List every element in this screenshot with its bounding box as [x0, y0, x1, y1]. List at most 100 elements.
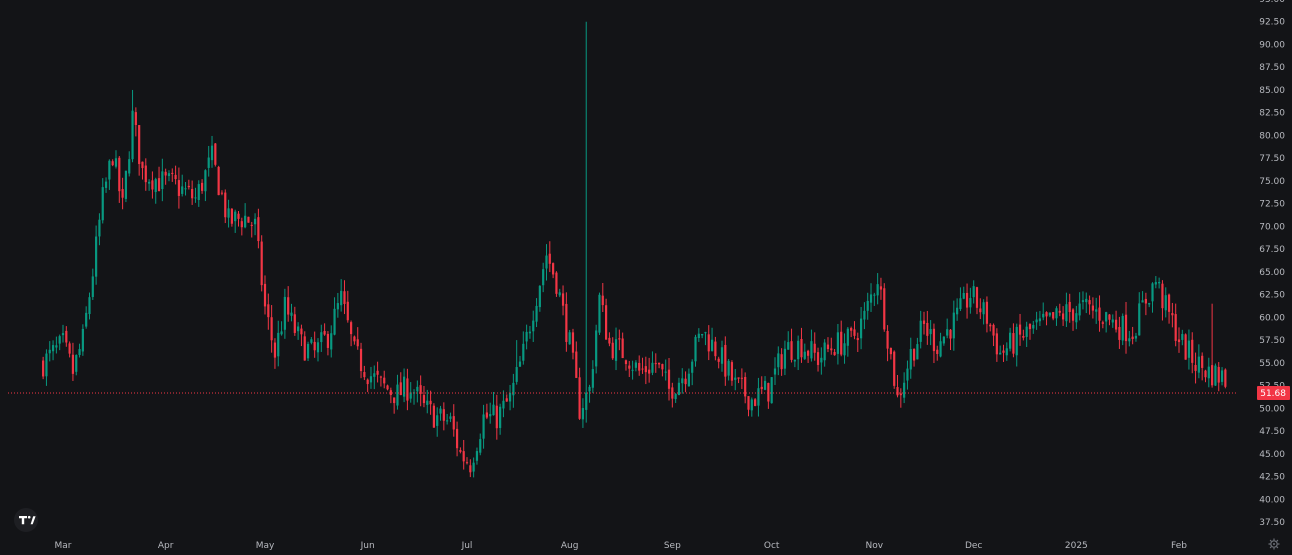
candle[interactable]: [1035, 319, 1038, 323]
candle[interactable]: [1101, 322, 1104, 324]
candle[interactable]: [389, 390, 392, 396]
candle[interactable]: [75, 355, 78, 372]
candle[interactable]: [999, 352, 1002, 355]
candle[interactable]: [674, 394, 677, 400]
candle[interactable]: [1088, 300, 1091, 305]
candle[interactable]: [336, 303, 339, 310]
candle[interactable]: [164, 171, 167, 176]
candle[interactable]: [323, 330, 326, 335]
candle[interactable]: [217, 166, 220, 196]
candle[interactable]: [71, 354, 75, 374]
candle[interactable]: [303, 336, 306, 361]
candle[interactable]: [333, 308, 336, 335]
candle[interactable]: [747, 396, 750, 410]
candle[interactable]: [744, 377, 747, 397]
candle[interactable]: [1184, 334, 1187, 360]
candle[interactable]: [1038, 318, 1042, 322]
candle[interactable]: [648, 369, 651, 374]
candle[interactable]: [667, 369, 671, 389]
candle[interactable]: [724, 344, 727, 377]
candle[interactable]: [230, 208, 233, 224]
candle[interactable]: [234, 211, 237, 222]
candle[interactable]: [1015, 326, 1018, 356]
candle[interactable]: [727, 360, 730, 376]
candle[interactable]: [985, 301, 989, 324]
candle[interactable]: [465, 462, 469, 464]
candle[interactable]: [518, 361, 522, 367]
candle[interactable]: [197, 184, 200, 201]
candle[interactable]: [161, 171, 164, 190]
candle[interactable]: [1224, 369, 1227, 387]
candle[interactable]: [657, 362, 661, 365]
candle[interactable]: [61, 333, 65, 336]
candle[interactable]: [1065, 304, 1068, 322]
candle[interactable]: [942, 336, 945, 344]
candle[interactable]: [313, 341, 316, 351]
candle[interactable]: [51, 345, 55, 352]
candle[interactable]: [95, 236, 98, 277]
candle[interactable]: [608, 337, 611, 344]
candle[interactable]: [131, 110, 134, 160]
candle[interactable]: [810, 341, 813, 359]
candle[interactable]: [426, 400, 429, 405]
candle[interactable]: [568, 332, 571, 345]
candle[interactable]: [631, 369, 634, 371]
candle[interactable]: [55, 345, 58, 348]
candle[interactable]: [624, 360, 628, 365]
candle[interactable]: [280, 331, 283, 335]
candle[interactable]: [959, 298, 962, 310]
candle[interactable]: [429, 400, 432, 405]
candle[interactable]: [343, 291, 346, 304]
candle[interactable]: [614, 339, 618, 361]
candle[interactable]: [720, 347, 724, 364]
candle[interactable]: [45, 353, 48, 377]
candle[interactable]: [591, 369, 594, 388]
candle[interactable]: [694, 336, 697, 362]
candle[interactable]: [356, 339, 359, 347]
candle[interactable]: [628, 365, 631, 369]
candle[interactable]: [638, 362, 641, 371]
candle[interactable]: [807, 350, 810, 356]
candle[interactable]: [1045, 312, 1048, 317]
candle[interactable]: [244, 215, 247, 228]
candle[interactable]: [502, 400, 505, 409]
candle[interactable]: [363, 372, 366, 378]
candle[interactable]: [889, 347, 892, 355]
candle[interactable]: [346, 301, 349, 321]
candle[interactable]: [124, 170, 128, 199]
candle[interactable]: [1164, 295, 1167, 311]
candle[interactable]: [1211, 365, 1214, 386]
candle[interactable]: [654, 363, 657, 365]
candle[interactable]: [750, 399, 753, 411]
candle[interactable]: [618, 338, 621, 340]
candle[interactable]: [820, 357, 823, 363]
candle[interactable]: [912, 348, 916, 361]
candle[interactable]: [681, 378, 684, 384]
candle[interactable]: [419, 385, 422, 394]
candle[interactable]: [469, 465, 472, 473]
x-axis[interactable]: Mar Apr May Jun Jul Aug Sep Oct Nov Dec 2025 Feb: [55, 541, 1188, 551]
candle[interactable]: [1118, 327, 1121, 340]
candle[interactable]: [1061, 313, 1065, 320]
candle[interactable]: [439, 408, 442, 414]
candle[interactable]: [257, 217, 260, 242]
tradingview-logo[interactable]: [14, 508, 38, 532]
candle[interactable]: [1032, 325, 1035, 329]
candle[interactable]: [1207, 366, 1210, 379]
candle[interactable]: [1108, 314, 1111, 320]
candle[interactable]: [446, 420, 449, 422]
candle[interactable]: [883, 288, 886, 330]
candle[interactable]: [1141, 300, 1144, 303]
candle[interactable]: [85, 312, 88, 327]
candle[interactable]: [452, 416, 455, 430]
candle[interactable]: [210, 145, 214, 161]
candle[interactable]: [1085, 298, 1088, 303]
candle[interactable]: [306, 343, 310, 359]
candle[interactable]: [1214, 365, 1217, 386]
candle[interactable]: [320, 332, 323, 343]
candle[interactable]: [1177, 339, 1181, 343]
candle[interactable]: [154, 179, 157, 193]
candle[interactable]: [204, 170, 207, 192]
candle[interactable]: [979, 308, 982, 313]
candle[interactable]: [157, 178, 161, 191]
